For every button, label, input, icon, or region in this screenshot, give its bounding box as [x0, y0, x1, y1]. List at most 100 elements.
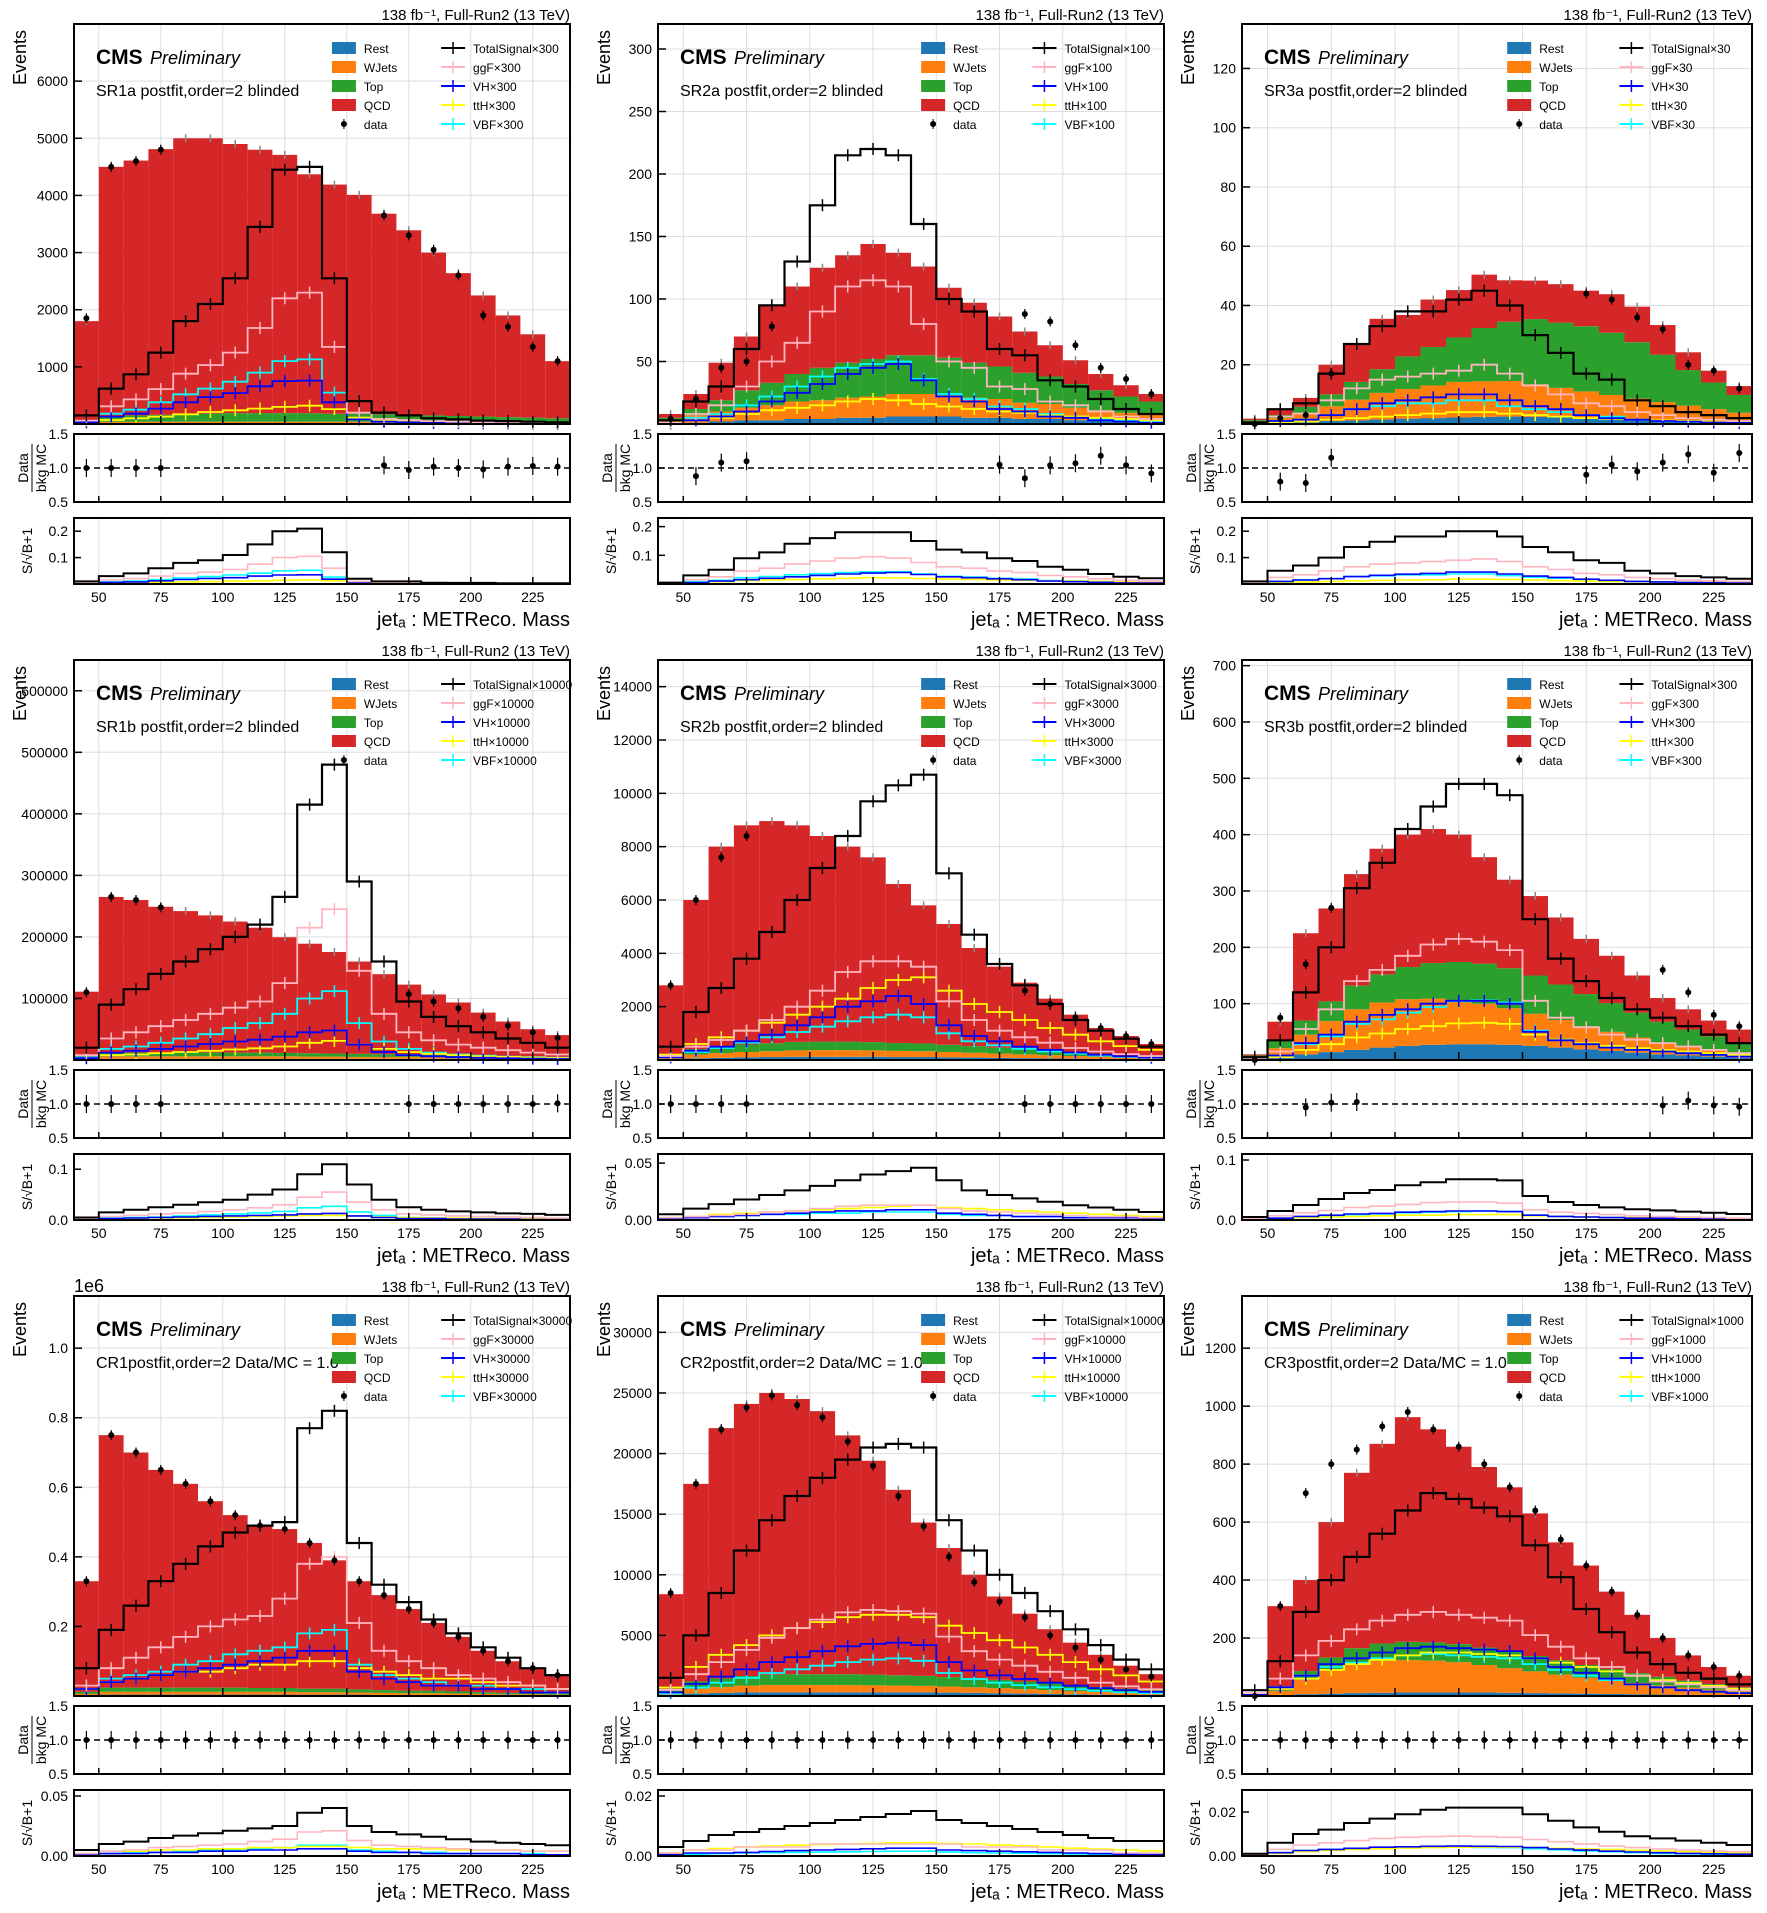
bar-qcd — [173, 1484, 198, 1688]
x-axis-label: jetₐ : METReco. Mass — [1558, 1881, 1752, 1903]
y-axis-label: Events — [594, 30, 614, 85]
data-point — [381, 1592, 387, 1598]
data-point — [1047, 1001, 1053, 1007]
ratio-tick-label: 0.5 — [49, 1130, 69, 1146]
ratio-point — [1481, 1737, 1487, 1743]
data-point — [555, 1672, 561, 1678]
legend-label: Rest — [1539, 1314, 1564, 1328]
legend-label: Top — [364, 80, 384, 94]
ratio-tick-label: 1.0 — [49, 1096, 69, 1112]
bar-top — [1701, 383, 1727, 410]
data-point — [530, 1029, 536, 1035]
y-axis-label: Events — [10, 1302, 30, 1357]
data-point — [1277, 1015, 1283, 1021]
legend-swatch-qcd — [332, 735, 356, 747]
bar-qcd — [810, 1411, 835, 1674]
ratio-point — [406, 467, 412, 473]
ratio-tick-label: 0.5 — [1217, 1766, 1237, 1782]
bar-top — [173, 1688, 198, 1692]
x-axis-label: jetₐ : METReco. Mass — [970, 609, 1164, 631]
bar-qcd — [1472, 857, 1498, 963]
ratio-point — [480, 466, 486, 472]
region-label: CR3postfit,order=2 Data/MC = 1.0 — [1264, 1355, 1507, 1372]
data-point — [1634, 314, 1640, 320]
data-point — [133, 158, 139, 164]
legend-swatch-qcd — [1507, 1371, 1531, 1383]
cms-label: CMS — [96, 46, 143, 69]
ratio-ylabel-top: Data — [599, 453, 615, 483]
legend-label: VH×10000 — [1064, 1352, 1121, 1366]
legend-label: ttH×30000 — [473, 1371, 529, 1385]
x-axis-label: jetₐ : METReco. Mass — [970, 1881, 1164, 1903]
x-tick-label: 100 — [798, 1861, 822, 1877]
data-point — [1098, 1025, 1104, 1031]
ratio-point — [693, 1101, 699, 1107]
x-tick-label: 50 — [1260, 1861, 1276, 1877]
ratio-ylabel-top: Data — [15, 1089, 31, 1119]
x-tick-label: 150 — [335, 1861, 359, 1877]
data-point — [1405, 1409, 1411, 1415]
cms-label: CMS — [680, 1318, 727, 1341]
data-point — [1123, 1666, 1129, 1672]
bar-rest — [1344, 1050, 1370, 1060]
bar-wjets — [1548, 1675, 1574, 1694]
bar-top — [835, 1674, 860, 1685]
y-tick-label: 300000 — [21, 867, 68, 883]
ratio-ylabel-top: Data — [1183, 1725, 1199, 1755]
chart-svg: 138 fb⁻¹, Full-Run2 (13 TeV)100200300400… — [1176, 636, 1760, 1272]
data-point — [530, 1665, 536, 1671]
ratio-point — [555, 1737, 561, 1743]
bar-top — [1599, 1003, 1625, 1032]
lumi-label: 138 fb⁻¹, Full-Run2 (13 TeV) — [381, 7, 570, 24]
bar-qcd — [99, 897, 124, 1053]
bar-rest — [936, 417, 961, 425]
bar-qcd — [322, 185, 347, 414]
significance-tick-label: 0.00 — [625, 1848, 652, 1864]
ratio-point — [1047, 1737, 1053, 1743]
ratio-point — [307, 1737, 313, 1743]
bar-qcd — [734, 1404, 759, 1676]
ratio-point — [845, 1737, 851, 1743]
region-label: SR2b postfit,order=2 blinded — [680, 719, 883, 736]
bar-top — [886, 1043, 911, 1051]
bar-qcd — [272, 155, 297, 413]
bar-qcd — [683, 1484, 708, 1682]
bar-top — [835, 1042, 860, 1051]
y-tick-label: 600 — [1213, 714, 1237, 730]
y-tick-label: 0.2 — [49, 1618, 69, 1634]
bar-rest — [911, 417, 936, 425]
bar-qcd — [1574, 1566, 1600, 1665]
y-tick-label: 800 — [1213, 1456, 1237, 1472]
data-point — [718, 854, 724, 860]
bar-top — [1676, 370, 1702, 406]
lumi-label: 138 fb⁻¹, Full-Run2 (13 TeV) — [1563, 7, 1752, 24]
chart-svg: 138 fb⁻¹, Full-Run2 (13 TeV)100000200000… — [8, 636, 578, 1272]
legend-swatch-rest — [332, 42, 356, 54]
bar-rest — [1395, 1046, 1421, 1060]
bar-qcd — [1319, 908, 1345, 1001]
ratio-point — [718, 1737, 724, 1743]
data-point — [1123, 376, 1129, 382]
ratio-point — [1660, 1737, 1666, 1743]
bar-wjets — [322, 1692, 347, 1694]
x-tick-label: 100 — [211, 1225, 235, 1241]
ratio-point — [895, 1737, 901, 1743]
legend-label: WJets — [1539, 1333, 1572, 1347]
legend-label: Rest — [364, 678, 389, 692]
significance-tick-label: 0.2 — [633, 519, 653, 535]
legend-label: Rest — [1539, 42, 1564, 56]
ratio-ylabel-bottom: bkg MC — [617, 444, 633, 492]
data-point — [381, 212, 387, 218]
bar-top — [1523, 319, 1549, 384]
y-tick-label: 2000 — [621, 999, 652, 1015]
y-tick-label: 400 — [1213, 1572, 1237, 1588]
preliminary-label: Preliminary — [734, 684, 825, 704]
ratio-tick-label: 1.5 — [1217, 1698, 1237, 1714]
legend-label: Rest — [364, 1314, 389, 1328]
ratio-point — [257, 1737, 263, 1743]
y-tick-label: 300 — [629, 41, 653, 57]
bar-wjets — [810, 1050, 835, 1057]
